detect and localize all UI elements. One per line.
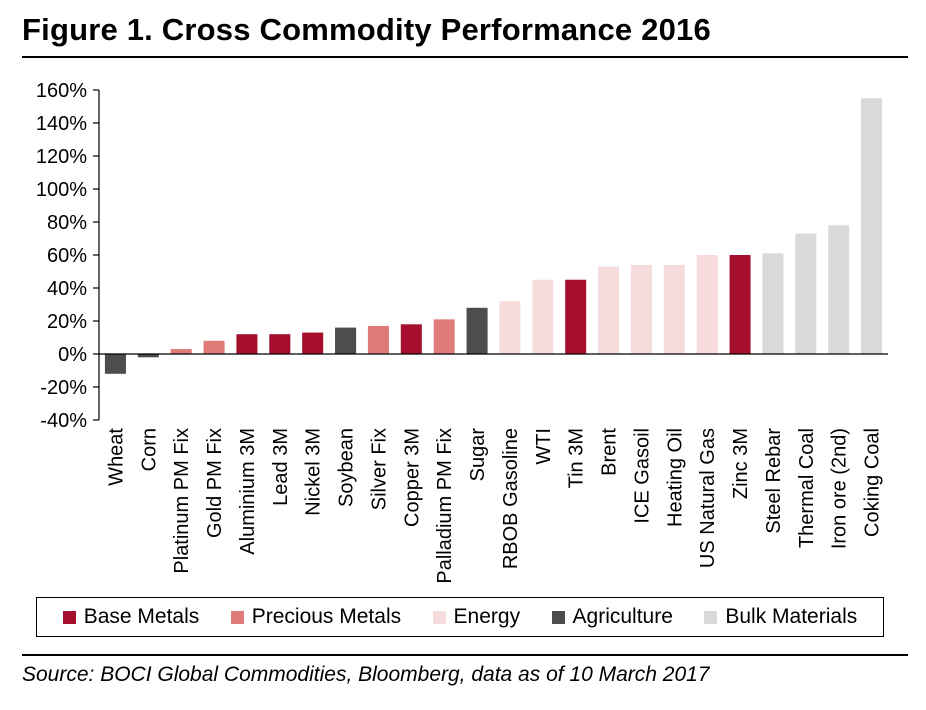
bar [433,319,455,354]
bar [861,98,883,354]
legend-swatch-energy [432,610,446,624]
legend-label-bulk-materials: Bulk Materials [725,605,858,628]
x-tick-label: Aluminium 3M [237,428,259,555]
x-tick-label: Lead 3M [270,428,292,506]
x-tick-label: Thermal Coal [796,428,818,548]
bar-chart: -40% -20% 0% 20% 40% 60% 80% 100% 120% 140% 160% Wh… [36,80,888,584]
legend-label-precious-metals: Precious Metals [251,605,402,628]
bar [828,225,850,354]
y-tick-label: 40% [47,278,87,300]
bar [302,332,324,354]
x-tick-label: Gold PM Fix [204,428,226,538]
x-tick-label: WTI [533,428,555,465]
x-tick-label: US Natural Gas [697,428,719,568]
legend-item-precious-metals: Precious Metals [230,605,402,629]
x-tick-label: Platinum PM Fix [171,428,193,574]
x-tick-label: RBOB Gasoline [500,428,522,569]
y-tick-label: 160% [36,80,87,102]
bar [499,301,521,354]
bar [630,264,652,354]
bar [367,325,389,354]
y-tick-label: 80% [47,212,87,234]
bar [269,334,291,354]
y-tick-label: 100% [36,179,87,201]
legend-label-base-metals: Base Metals [83,605,200,628]
legend-item-energy: Energy [432,605,521,629]
y-tick-label: 0% [58,344,87,366]
x-tick-label: Palladium PM Fix [434,428,456,584]
y-tick-label: 140% [36,113,87,135]
bar [565,279,587,354]
bar [236,334,258,354]
x-tick-label: Copper 3M [401,428,423,527]
x-tick-label: ICE Gasoil [631,428,653,524]
x-tick-label: Corn [138,428,160,471]
y-tick-label: 60% [47,245,87,267]
y-tick-label: 20% [47,311,87,333]
bar [335,327,357,354]
x-tick-label: Tin 3M [566,428,588,488]
bar [795,233,817,354]
legend-label-agriculture: Agriculture [572,605,673,628]
y-tick-label: -40% [40,410,87,432]
bar [532,279,554,354]
bar [137,354,159,358]
y-tick-label: -20% [40,377,87,399]
bar [696,255,718,354]
x-tick-label: Steel Rebar [763,428,785,534]
chart-title: Figure 1. Cross Commodity Performance 20… [22,12,711,47]
bar [762,253,784,354]
bar [203,340,225,354]
legend-swatch-precious-metals [230,610,244,624]
chart-legend: Base Metals Precious Metals Energy Agric… [36,597,884,637]
bar [466,307,488,354]
source-note: Source: BOCI Global Commodities, Bloombe… [22,663,710,686]
bar [729,255,751,354]
bar [170,349,192,354]
source-rule [22,654,908,656]
x-tick-label: Heating Oil [664,428,686,527]
x-tick-label: Zinc 3M [730,428,752,499]
bar [104,354,126,374]
legend-swatch-base-metals [62,610,76,624]
x-tick-label: Sugar [467,428,489,482]
x-tick-label: Silver Fix [368,428,390,510]
y-tick-label: 120% [36,146,87,168]
x-tick-label: Soybean [336,428,358,507]
legend-label-energy: Energy [453,605,521,628]
legend-item-agriculture: Agriculture [551,605,673,629]
x-tick-label: Nickel 3M [303,428,325,516]
legend-item-bulk-materials: Bulk Materials [704,605,857,629]
bar [598,266,620,354]
legend-swatch-bulk-materials [704,610,718,624]
bar [400,324,422,354]
x-tick-label: Wheat [105,428,127,486]
bar [663,264,685,354]
x-tick-label: Coking Coal [862,428,884,537]
x-tick-label: Iron ore (2nd) [829,428,851,549]
legend-swatch-agriculture [551,610,565,624]
x-tick-label: Brent [599,428,621,476]
title-rule [22,56,908,58]
legend-item-base-metals: Base Metals [62,605,200,629]
